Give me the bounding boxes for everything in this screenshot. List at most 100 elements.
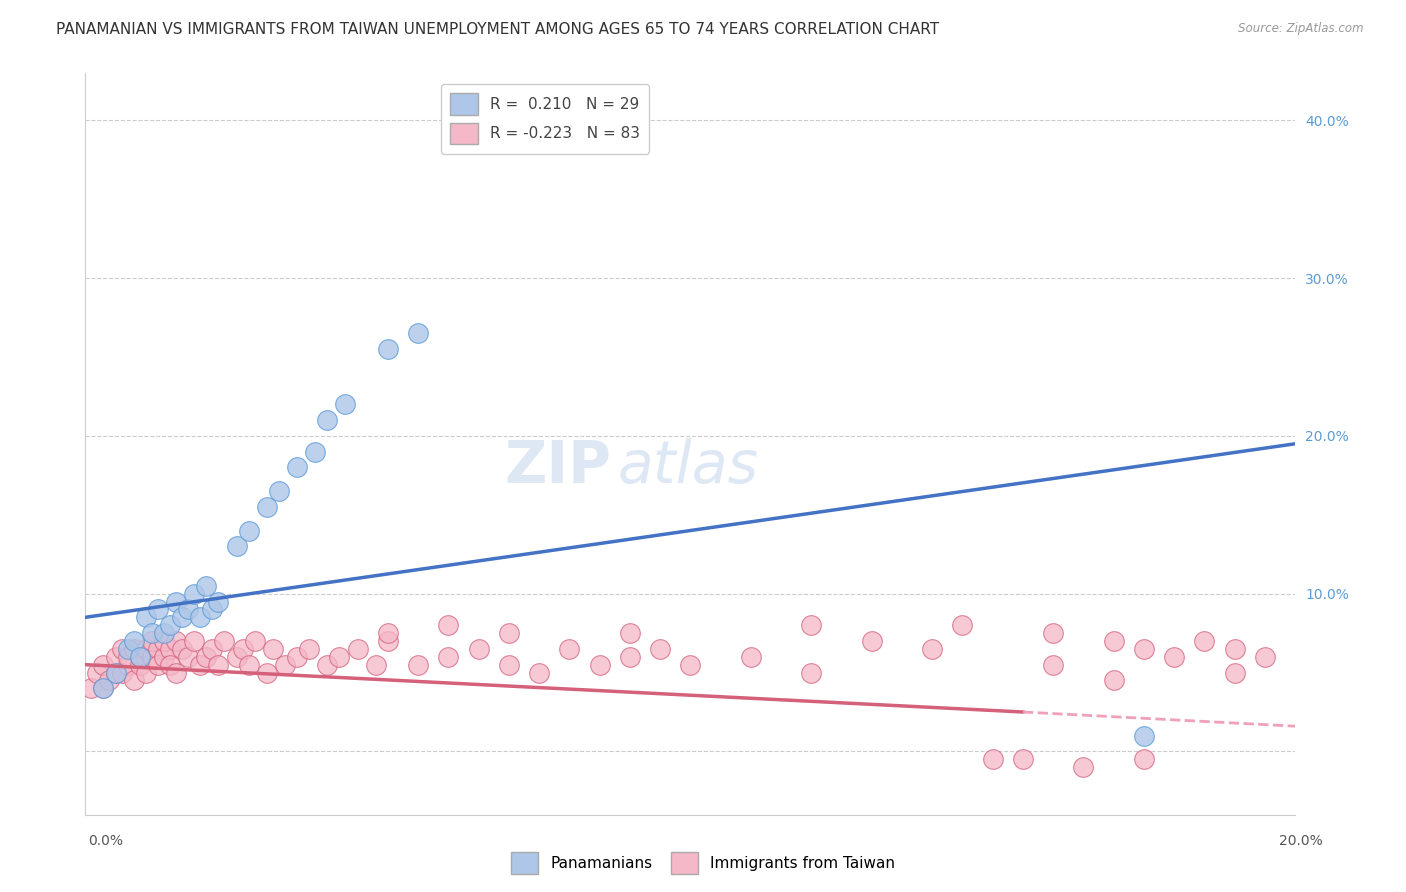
Point <box>153 634 176 648</box>
Point <box>122 641 145 656</box>
Point <box>1223 641 1246 656</box>
Point <box>1223 665 1246 680</box>
Point <box>135 641 157 656</box>
Point <box>1254 649 1277 664</box>
Point <box>619 626 641 640</box>
Point <box>800 665 823 680</box>
Point <box>98 673 121 688</box>
Point <box>498 657 520 672</box>
Point <box>146 602 169 616</box>
Point <box>648 641 671 656</box>
Point <box>195 649 218 664</box>
Point <box>364 657 387 672</box>
Point <box>346 641 368 656</box>
Point <box>377 634 399 648</box>
Point <box>159 618 181 632</box>
Point <box>377 626 399 640</box>
Point <box>93 657 115 672</box>
Point <box>328 649 350 664</box>
Point <box>141 649 163 664</box>
Point <box>1133 729 1156 743</box>
Point <box>740 649 762 664</box>
Point <box>256 500 278 514</box>
Point <box>588 657 610 672</box>
Point <box>172 610 194 624</box>
Point <box>159 641 181 656</box>
Point <box>679 657 702 672</box>
Point <box>128 657 150 672</box>
Point <box>177 602 200 616</box>
Point <box>437 649 460 664</box>
Point <box>146 641 169 656</box>
Point <box>117 641 139 656</box>
Point <box>225 649 247 664</box>
Text: 0.0%: 0.0% <box>89 834 122 848</box>
Point <box>1102 673 1125 688</box>
Point <box>316 657 339 672</box>
Point <box>1133 641 1156 656</box>
Point <box>135 610 157 624</box>
Point <box>86 665 108 680</box>
Point <box>377 342 399 356</box>
Point <box>467 641 489 656</box>
Point <box>165 634 187 648</box>
Point <box>117 657 139 672</box>
Point <box>238 657 260 672</box>
Point <box>285 649 308 664</box>
Point <box>177 649 200 664</box>
Legend: Panamanians, Immigrants from Taiwan: Panamanians, Immigrants from Taiwan <box>505 846 901 880</box>
Point <box>860 634 883 648</box>
Point <box>498 626 520 640</box>
Point <box>558 641 581 656</box>
Point <box>188 610 211 624</box>
Point <box>110 665 132 680</box>
Text: PANAMANIAN VS IMMIGRANTS FROM TAIWAN UNEMPLOYMENT AMONG AGES 65 TO 74 YEARS CORR: PANAMANIAN VS IMMIGRANTS FROM TAIWAN UNE… <box>56 22 939 37</box>
Point <box>921 641 943 656</box>
Point <box>141 634 163 648</box>
Point <box>981 752 1004 766</box>
Point <box>214 634 236 648</box>
Point <box>195 579 218 593</box>
Point <box>110 641 132 656</box>
Point <box>153 626 176 640</box>
Point <box>335 397 357 411</box>
Point <box>172 641 194 656</box>
Point <box>1194 634 1216 648</box>
Point <box>1012 752 1035 766</box>
Point <box>104 665 127 680</box>
Point <box>207 657 229 672</box>
Point <box>165 594 187 608</box>
Point <box>232 641 254 656</box>
Point <box>122 634 145 648</box>
Point <box>952 618 974 632</box>
Point <box>159 657 181 672</box>
Point <box>1073 760 1095 774</box>
Point <box>183 634 205 648</box>
Point <box>135 665 157 680</box>
Point <box>201 641 224 656</box>
Point <box>274 657 297 672</box>
Point <box>298 641 321 656</box>
Point <box>128 649 150 664</box>
Point <box>225 539 247 553</box>
Point <box>619 649 641 664</box>
Point <box>141 626 163 640</box>
Point <box>104 649 127 664</box>
Point <box>267 484 290 499</box>
Point <box>128 649 150 664</box>
Point <box>117 649 139 664</box>
Text: ZIP: ZIP <box>505 437 612 494</box>
Point <box>285 460 308 475</box>
Point <box>183 587 205 601</box>
Text: 20.0%: 20.0% <box>1278 834 1323 848</box>
Point <box>153 649 176 664</box>
Point <box>1042 626 1064 640</box>
Point <box>1042 657 1064 672</box>
Point <box>80 681 103 696</box>
Point <box>1102 634 1125 648</box>
Point <box>1133 752 1156 766</box>
Text: atlas: atlas <box>617 437 759 494</box>
Point <box>406 326 429 341</box>
Point <box>201 602 224 616</box>
Point <box>207 594 229 608</box>
